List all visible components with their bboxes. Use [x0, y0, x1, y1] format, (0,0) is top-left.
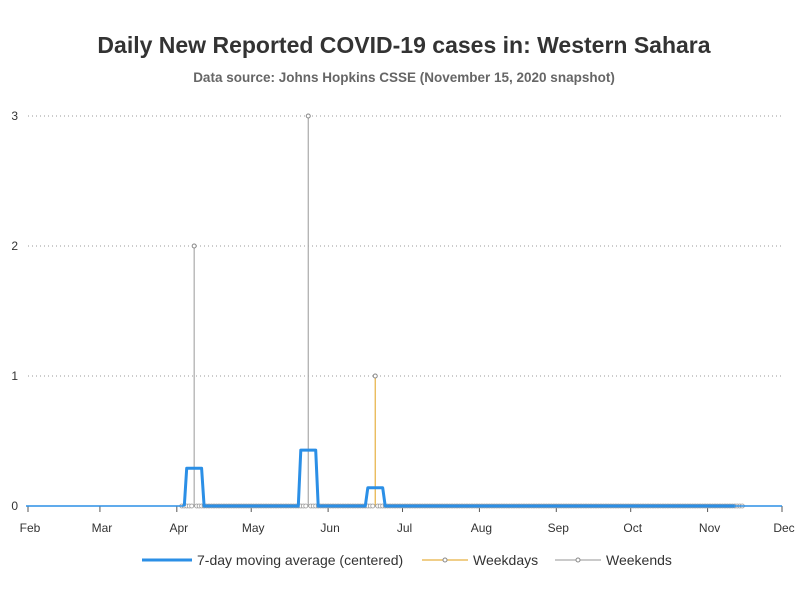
x-tick-label-may: May	[242, 521, 265, 535]
legend: 7-day moving average (centered) Weekdays W…	[142, 552, 672, 568]
y-axis: 0 1 2 3	[11, 109, 18, 513]
moving-average-line	[182, 448, 735, 508]
x-tick-label-jul: Jul	[397, 521, 412, 535]
x-tick-label-oct: Oct	[623, 521, 642, 535]
grid-lines	[28, 115, 782, 377]
weekdays-point-2020-06-20	[372, 373, 378, 379]
x-tick-label-feb: Feb	[20, 521, 41, 535]
legend-marker-weekdays	[442, 557, 448, 563]
x-tick-label-aug: Aug	[471, 521, 492, 535]
legend-label-7-day-moving-average-centered-: 7-day moving average (centered)	[197, 552, 403, 568]
legend-marker-weekends	[575, 557, 581, 563]
y-tick-label-0: 0	[11, 499, 18, 513]
x-tick-label-mar: Mar	[92, 521, 113, 535]
moving-average-layer	[26, 448, 782, 508]
x-tick-label-dec: Dec	[773, 521, 794, 535]
legend-label-weekdays: Weekdays	[473, 552, 538, 568]
zero-marker-2020-05-23	[303, 503, 309, 509]
x-tick-label-jun: Jun	[320, 521, 339, 535]
x-axis: Feb Mar Apr May Jun Jul Aug Sep Oct Nov Dec	[20, 505, 795, 535]
chart-title: Daily New Reported COVID-19 cases in: We…	[97, 32, 710, 58]
x-tick-label-sep: Sep	[548, 521, 570, 535]
weekends-point-2020-05-24	[305, 113, 311, 119]
y-tick-label-2: 2	[11, 239, 18, 253]
daily-cases-needles	[191, 113, 378, 506]
chart-subtitle: Data source: Johns Hopkins CSSE (Novembe…	[193, 70, 615, 85]
y-tick-label-3: 3	[11, 109, 18, 123]
x-tick-label-nov: Nov	[699, 521, 720, 535]
y-tick-label-1: 1	[11, 369, 18, 383]
weekends-point-2020-04-08	[191, 243, 197, 249]
x-tick-label-apr: Apr	[169, 521, 188, 535]
zero-marker-2020-04-07	[189, 503, 195, 509]
legend-label-weekends: Weekends	[606, 552, 672, 568]
zero-marker-2020-06-19	[370, 503, 376, 509]
